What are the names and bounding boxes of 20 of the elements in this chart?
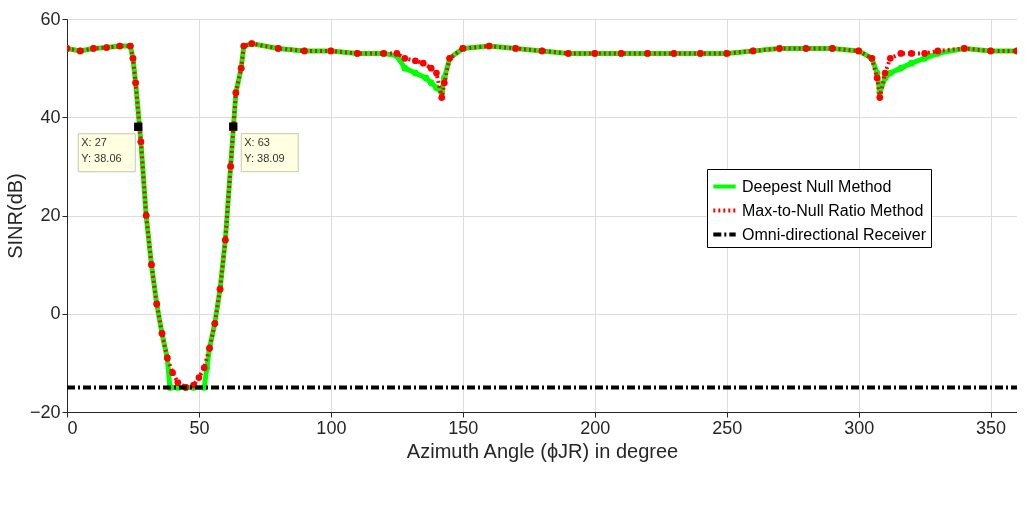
x-tick-label: 350 [976, 417, 1007, 438]
legend-label: Deepest Null Method [742, 177, 892, 195]
y-tick-label: 40 [40, 106, 61, 127]
annotation: X: 27 Y: 38.06 [81, 135, 122, 164]
legend-label: Omni-directional Receiver [742, 225, 927, 243]
x-axis-title: Azimuth Angle (ϕJR) in degree [406, 439, 679, 462]
x-tick-label: 100 [316, 417, 347, 438]
legend-label: Max-to-Null Ratio Method [742, 201, 924, 219]
y-axis-title: SINR(dB) [3, 173, 26, 259]
annotation: X: 63 Y: 38.09 [244, 135, 285, 164]
y-tick-label: 0 [50, 303, 61, 324]
x-tick-label: 50 [189, 417, 210, 438]
x-tick-label: 0 [67, 417, 78, 438]
x-tick-label: 300 [844, 417, 875, 438]
x-tick-label: 150 [448, 417, 479, 438]
y-tick-label: 60 [40, 8, 61, 29]
y-tick-label: −20 [29, 401, 61, 422]
y-tick-label: 20 [40, 205, 61, 225]
x-tick-label: 200 [580, 417, 611, 438]
x-tick-label: 250 [712, 417, 743, 438]
